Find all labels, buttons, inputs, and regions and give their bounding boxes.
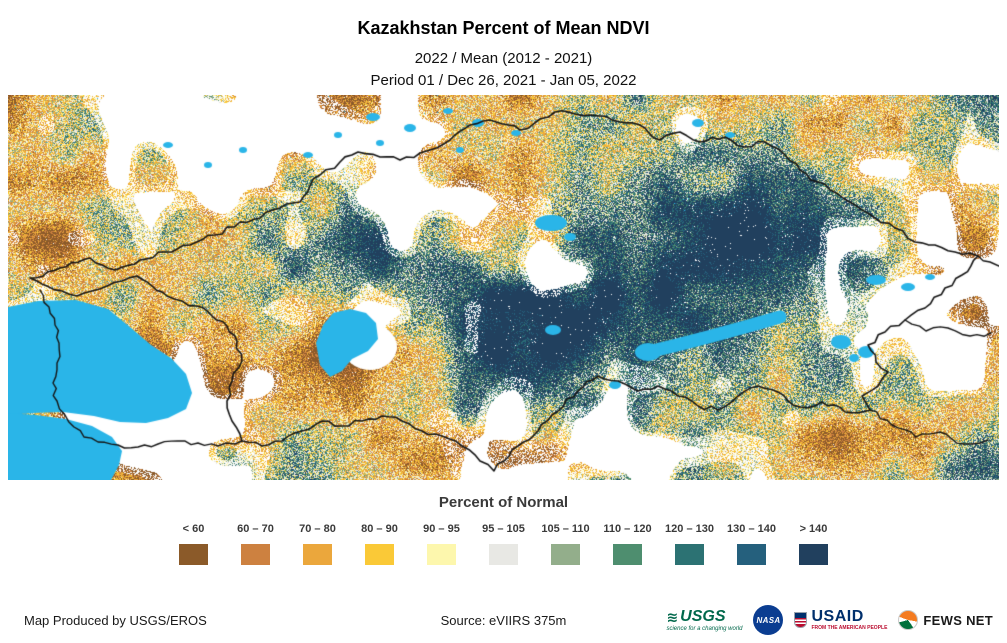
- usaid-wordmark: USAID: [811, 608, 864, 625]
- page-title: Kazakhstan Percent of Mean NDVI: [357, 18, 650, 38]
- legend-class-swatch: [613, 544, 642, 565]
- data-source: Source: eVIIRS 375m: [440, 612, 567, 628]
- subtitles: 2022 / Mean (2012 - 2021) Period 01 / De…: [0, 48, 1007, 92]
- legend-class-swatch: [675, 544, 704, 565]
- legend-item: 110 – 120: [597, 523, 659, 565]
- legend-item: > 140: [783, 523, 845, 565]
- fewsnet-wordmark: FEWS NET: [923, 612, 993, 628]
- globe-icon: [898, 610, 919, 630]
- usaid-tagline: FROM THE AMERICAN PEOPLE: [811, 625, 888, 631]
- legend: Percent of Normal < 60 60 – 70 70 – 80 8…: [0, 494, 1007, 565]
- legend-item: 80 – 90: [349, 523, 411, 565]
- legend-class-swatch: [179, 544, 208, 565]
- usgs-wordmark: USGS: [680, 607, 726, 625]
- legend-class-swatch: [365, 544, 394, 565]
- usgs-logo: ≋ USGS science for a changing world: [666, 607, 743, 632]
- legend-item: 105 – 110: [535, 523, 597, 565]
- subtitle-date-range: Period 01 / Dec 26, 2021 - Jan 05, 2022: [370, 72, 637, 89]
- legend-item: 130 – 140: [721, 523, 783, 565]
- legend-class-swatch: [241, 544, 270, 565]
- legend-class-label: 120 – 130: [665, 523, 714, 535]
- fewsnet-logo: FEWS NET: [898, 610, 993, 630]
- legend-item: < 60: [163, 523, 225, 565]
- legend-class-label: 80 – 90: [361, 523, 398, 535]
- legend-item: 70 – 80: [287, 523, 349, 565]
- legend-class-swatch: [303, 544, 332, 565]
- legend-class-label: 110 – 120: [603, 523, 652, 535]
- legend-class-swatch: [737, 544, 766, 565]
- legend-item: 90 – 95: [411, 523, 473, 565]
- legend-class-label: 95 – 105: [482, 523, 525, 535]
- legend-class-label: > 140: [799, 523, 828, 535]
- legend-class-label: 70 – 80: [299, 523, 336, 535]
- legend-item: 120 – 130: [659, 523, 721, 565]
- usgs-wave-icon: ≋: [666, 608, 679, 625]
- map-container: [8, 95, 999, 480]
- legend-class-swatch: [799, 544, 828, 565]
- legend-class-swatch: [551, 544, 580, 565]
- usaid-shield-icon: [794, 612, 808, 628]
- map-credit: Map Produced by USGS/EROS: [24, 612, 207, 628]
- ndvi-map: [8, 95, 999, 480]
- legend-classes: < 60 60 – 70 70 – 80 80 – 90 90 – 95 95 …: [0, 523, 1007, 565]
- legend-title: Percent of Normal: [438, 494, 569, 511]
- legend-item: 95 – 105: [473, 523, 535, 565]
- legend-class-label: < 60: [182, 523, 205, 535]
- subtitle-period-mean: 2022 / Mean (2012 - 2021): [414, 50, 593, 67]
- legend-class-label: 130 – 140: [727, 523, 776, 535]
- header: Kazakhstan Percent of Mean NDVI 2022 / M…: [0, 0, 1007, 92]
- legend-class-swatch: [427, 544, 456, 565]
- legend-item: 60 – 70: [225, 523, 287, 565]
- legend-class-label: 60 – 70: [237, 523, 274, 535]
- usgs-tagline: science for a changing world: [666, 625, 743, 632]
- nasa-wordmark: NASA: [756, 615, 781, 625]
- nasa-logo: NASA: [753, 605, 784, 635]
- footer-logos: ≋ USGS science for a changing world NASA…: [666, 605, 993, 635]
- legend-class-label: 90 – 95: [423, 523, 460, 535]
- legend-class-swatch: [489, 544, 518, 565]
- footer: Map Produced by USGS/EROS Source: eVIIRS…: [0, 605, 1007, 643]
- legend-class-label: 105 – 110: [541, 523, 590, 535]
- usaid-logo: USAID FROM THE AMERICAN PEOPLE: [794, 609, 887, 631]
